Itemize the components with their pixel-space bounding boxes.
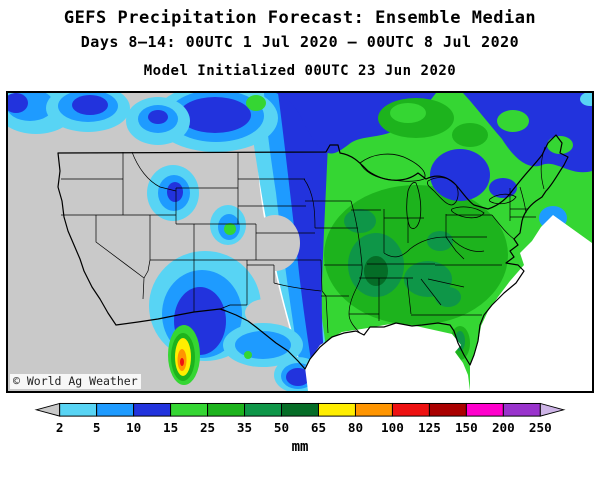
forecast-period-subtitle: Days 8–14: 00UTC 1 Jul 2020 — 00UTC 8 Ju… (80, 33, 520, 51)
header: GEFS Precipitation Forecast: Ensemble Me… (0, 8, 600, 79)
colorbar-segment (207, 402, 246, 417)
colorbar-tick-label: 25 (200, 420, 215, 435)
colorbar-segment (391, 402, 430, 417)
colorbar-segment (244, 402, 282, 417)
precipitation-map: © World Ag Weather (6, 91, 594, 393)
ocean-mask (305, 215, 592, 391)
colorbar-tick-label: 5 (93, 420, 101, 435)
page-title: GEFS Precipitation Forecast: Ensemble Me… (63, 8, 537, 28)
colorbar-tick-label: 150 (455, 420, 478, 435)
colorbar-tick-label: 200 (492, 420, 515, 435)
colorbar-segment (96, 402, 135, 417)
colorbar-tick-label: 50 (274, 420, 289, 435)
colorbar-tick-label: 15 (163, 420, 178, 435)
colorbar-tick-label: 80 (348, 420, 363, 435)
colorbar-segment (465, 402, 504, 417)
colorbar-segment (59, 402, 98, 417)
colorbar-segment (502, 402, 541, 417)
credit-watermark: © World Ag Weather (10, 374, 141, 389)
state-borders (61, 146, 546, 334)
colorbar-segment (318, 402, 356, 417)
colorbar-segment (281, 402, 319, 417)
colorbar-svg: 2 5 10 15 25 35 50 65 80 100 125 150 200 250 (34, 402, 566, 435)
model-init-line: Model Initialized 00UTC 23 Jun 2020 (143, 63, 457, 79)
colorbar-segment (428, 402, 467, 417)
colorbar-tick-label: 100 (381, 420, 404, 435)
colorbar-tick-label: 35 (237, 420, 252, 435)
map-svg (8, 93, 592, 391)
colorbar-tick-label: 2 (56, 420, 64, 435)
colorbar-right-arrow (539, 402, 566, 417)
colorbar-tick-label: 125 (418, 420, 441, 435)
colorbar-segment (170, 402, 209, 417)
colorbar-tick-label: 65 (311, 420, 326, 435)
colorbar-segment (133, 402, 172, 417)
colorbar-unit-label: mm (291, 439, 309, 455)
colorbar-tick-label: 10 (126, 420, 141, 435)
colorbar-tick-label: 250 (529, 420, 552, 435)
precip-max-mexico (168, 325, 252, 385)
colorbar: 2 5 10 15 25 35 50 65 80 100 125 150 200 250 mm (28, 402, 572, 455)
colorbar-left-arrow (34, 402, 61, 417)
colorbar-segment (354, 402, 393, 417)
great-lakes (359, 153, 517, 229)
us-national-border (57, 134, 569, 370)
